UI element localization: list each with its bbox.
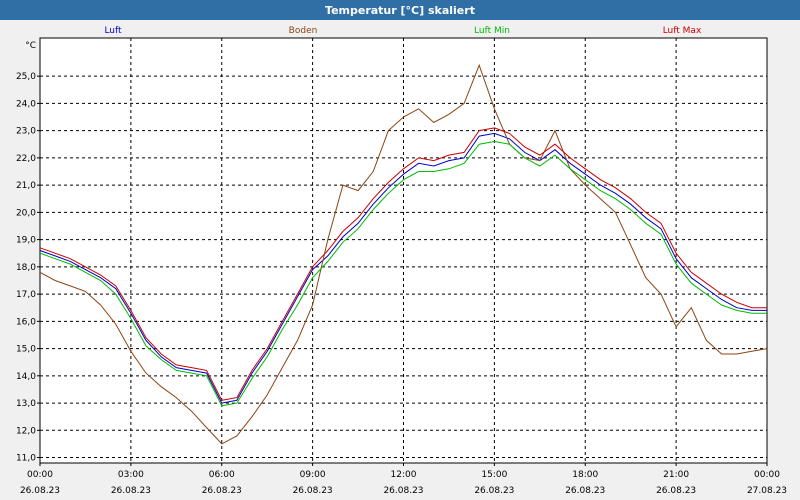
x-tick-label-time: 00:00	[754, 470, 780, 480]
y-tick-label: 13,0	[16, 399, 36, 409]
y-tick-label: 21,0	[16, 181, 36, 191]
series-line-luft-max	[39, 127, 767, 401]
x-tick-label-date: 26.08.23	[656, 486, 696, 496]
y-tick-label: 25,0	[16, 72, 36, 82]
x-tick-label-time: 12:00	[391, 470, 417, 480]
x-tick-label-date: 26.08.23	[111, 486, 151, 496]
x-tick-label-date: 26.08.23	[383, 486, 423, 496]
y-tick-label: 23,0	[16, 127, 36, 137]
x-tick-label-date: 26.08.23	[20, 486, 60, 496]
series-line-luft-min	[39, 140, 767, 407]
x-tick-label-time: 18:00	[572, 470, 598, 480]
y-tick-label: 15,0	[16, 345, 36, 355]
y-tick-label: 17,0	[16, 290, 36, 300]
x-tick-label-time: 06:00	[209, 470, 235, 480]
y-tick-label: 14,0	[16, 372, 36, 382]
x-tick-label-time: 21:00	[663, 470, 689, 480]
y-tick-label: 11,0	[16, 454, 36, 464]
x-tick-label-time: 15:00	[481, 470, 507, 480]
legend-entry-boden: Boden	[289, 26, 318, 36]
legend-entry-luft-min: Luft Min	[474, 26, 510, 36]
x-tick-label-time: 03:00	[118, 470, 144, 480]
x-tick-label-date: 26.08.23	[202, 486, 242, 496]
y-tick-label: 18,0	[16, 263, 36, 273]
x-tick-label-date: 26.08.23	[474, 486, 514, 496]
y-tick-label: 22,0	[16, 154, 36, 164]
x-tick-label-date: 27.08.23	[747, 486, 787, 496]
y-tick-label: 19,0	[16, 236, 36, 246]
legend-entry-luft: Luft	[104, 26, 122, 36]
legend-entry-luft-max: Luft Max	[663, 26, 702, 36]
series-line-boden	[39, 63, 768, 445]
x-tick-label-time: 09:00	[300, 470, 326, 480]
y-tick-label: 24,0	[16, 99, 36, 109]
x-tick-label-date: 26.08.23	[565, 486, 605, 496]
chart-title: Temperatur [°C] skaliert	[0, 0, 800, 20]
x-tick-label-date: 26.08.23	[293, 486, 333, 496]
x-tick-label-time: 00:00	[27, 470, 53, 480]
y-tick-label: 12,0	[16, 426, 36, 436]
y-tick-label: 16,0	[16, 317, 36, 327]
y-tick-label: 20,0	[16, 208, 36, 218]
series-line-luft	[39, 132, 767, 404]
y-unit-label: °C	[25, 41, 36, 51]
